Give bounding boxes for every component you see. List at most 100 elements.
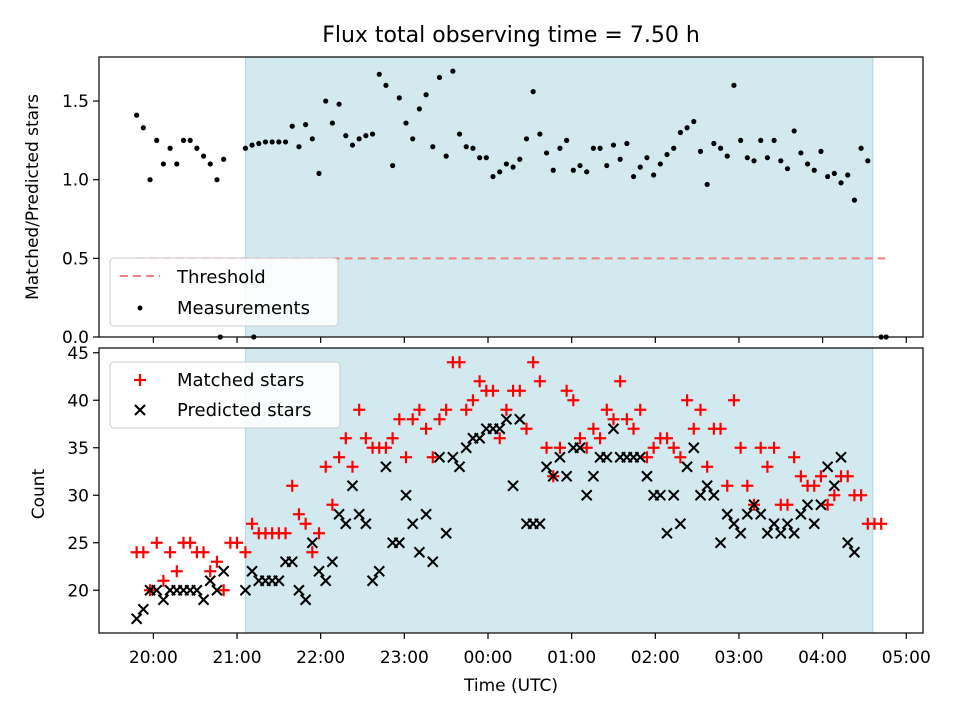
top-legend-box — [109, 257, 339, 327]
measurement-point — [738, 137, 744, 143]
measurement-point — [483, 155, 489, 161]
measurement-point — [550, 167, 556, 173]
matched-star-point — [661, 432, 674, 445]
measurement-point — [584, 169, 590, 175]
matched-star-point — [667, 441, 680, 454]
measurement-point — [604, 162, 610, 169]
predicted-star-point — [795, 508, 807, 520]
matched-star-point — [217, 584, 230, 597]
predicted-stars-points — [130, 413, 861, 625]
predicted-star-point — [607, 423, 620, 435]
matched-star-point — [607, 413, 620, 426]
measurement-point — [316, 170, 322, 177]
matched-star-point — [527, 356, 540, 369]
predicted-star-point — [440, 527, 452, 539]
predicted-star-point — [708, 489, 720, 501]
predicted-star-point — [460, 442, 472, 454]
measurement-point — [282, 139, 289, 145]
predicted-star-point — [346, 480, 359, 492]
measurement-point — [147, 177, 153, 183]
bottom-legend-box — [109, 361, 341, 429]
matched-star-point — [855, 489, 868, 502]
measurement-point — [791, 128, 797, 134]
measurement-point — [336, 101, 342, 107]
predicted-star-point — [366, 575, 379, 587]
measurement-point — [356, 136, 362, 142]
bottom-y-ticks: 20 25 30 35 40 45 — [67, 344, 99, 601]
matched-star-point — [761, 460, 774, 473]
predicted-star-point — [514, 413, 526, 425]
x-tick-label: 01:00 — [547, 648, 596, 668]
measurement-points — [134, 68, 889, 340]
measurement-point — [423, 92, 429, 98]
measurement-point — [744, 155, 750, 161]
predicted-star-point — [821, 461, 834, 473]
matched-star-point — [620, 413, 633, 426]
predicted-star-point — [151, 584, 163, 596]
measurement-point — [276, 139, 282, 145]
observing-window-shade-bottom — [244, 347, 874, 634]
measurement-point — [416, 106, 422, 112]
measurement-point — [577, 162, 583, 169]
predicted-star-point — [319, 575, 332, 587]
measurement-point — [200, 153, 207, 159]
matched-star-point — [727, 394, 740, 407]
matched-star-point — [574, 432, 587, 445]
measurement-point — [396, 95, 402, 101]
measurement-point — [363, 133, 369, 139]
matched-star-point — [210, 555, 223, 568]
matched-star-point — [466, 394, 479, 407]
matched-star-point — [197, 546, 210, 559]
measurement-point — [804, 161, 811, 167]
measurement-point — [811, 167, 817, 173]
measurement-point — [644, 155, 650, 161]
top-y-tick-label: 0.5 — [62, 249, 89, 269]
measurement-point — [242, 145, 248, 151]
matched-star-point — [875, 517, 888, 530]
predicted-star-point — [433, 451, 446, 463]
measurement-point — [343, 133, 349, 139]
predicted-star-point — [217, 565, 230, 577]
measurement-point — [160, 161, 167, 167]
bottom-y-tick-label: 25 — [67, 534, 89, 554]
matched-star-point — [231, 536, 244, 549]
matched-star-point — [157, 574, 170, 587]
matched-star-point — [319, 460, 332, 473]
predicted-star-point — [286, 556, 298, 568]
matched-star-point — [640, 451, 653, 464]
predicted-star-point — [191, 584, 203, 596]
measurement-point — [174, 161, 180, 167]
predicted-star-point — [547, 470, 559, 482]
predicted-star-point — [815, 499, 827, 511]
matched-star-point — [567, 394, 580, 407]
measurement-point — [825, 173, 831, 180]
matched-star-point — [339, 432, 352, 445]
measurement-point — [651, 172, 657, 178]
x-tick-label: 21:00 — [213, 648, 262, 668]
bottom-y-tick-label: 35 — [67, 439, 89, 459]
legend-measurements-label: Measurements — [177, 298, 310, 319]
measurement-point — [724, 153, 730, 159]
matched-star-point — [326, 498, 339, 511]
measurement-point — [456, 131, 463, 137]
matched-star-point — [533, 375, 546, 388]
predicted-star-point — [574, 442, 586, 454]
predicted-star-point — [130, 613, 143, 625]
matched-star-point — [788, 451, 801, 464]
matched-star-point — [580, 441, 593, 454]
measurement-point — [764, 155, 771, 161]
matched-star-point — [600, 403, 613, 416]
predicted-star-point — [473, 432, 486, 444]
measurement-point — [624, 140, 630, 147]
measurement-point — [510, 164, 516, 170]
predicted-star-point — [380, 461, 392, 473]
predicted-star-point — [634, 451, 646, 463]
predicted-star-point — [137, 603, 150, 615]
matched-star-point — [473, 375, 486, 388]
predicted-star-point — [326, 556, 339, 568]
measurement-point — [517, 156, 523, 162]
measurement-point — [778, 158, 784, 164]
predicted-star-point — [406, 518, 419, 530]
predicted-star-point — [246, 565, 258, 577]
